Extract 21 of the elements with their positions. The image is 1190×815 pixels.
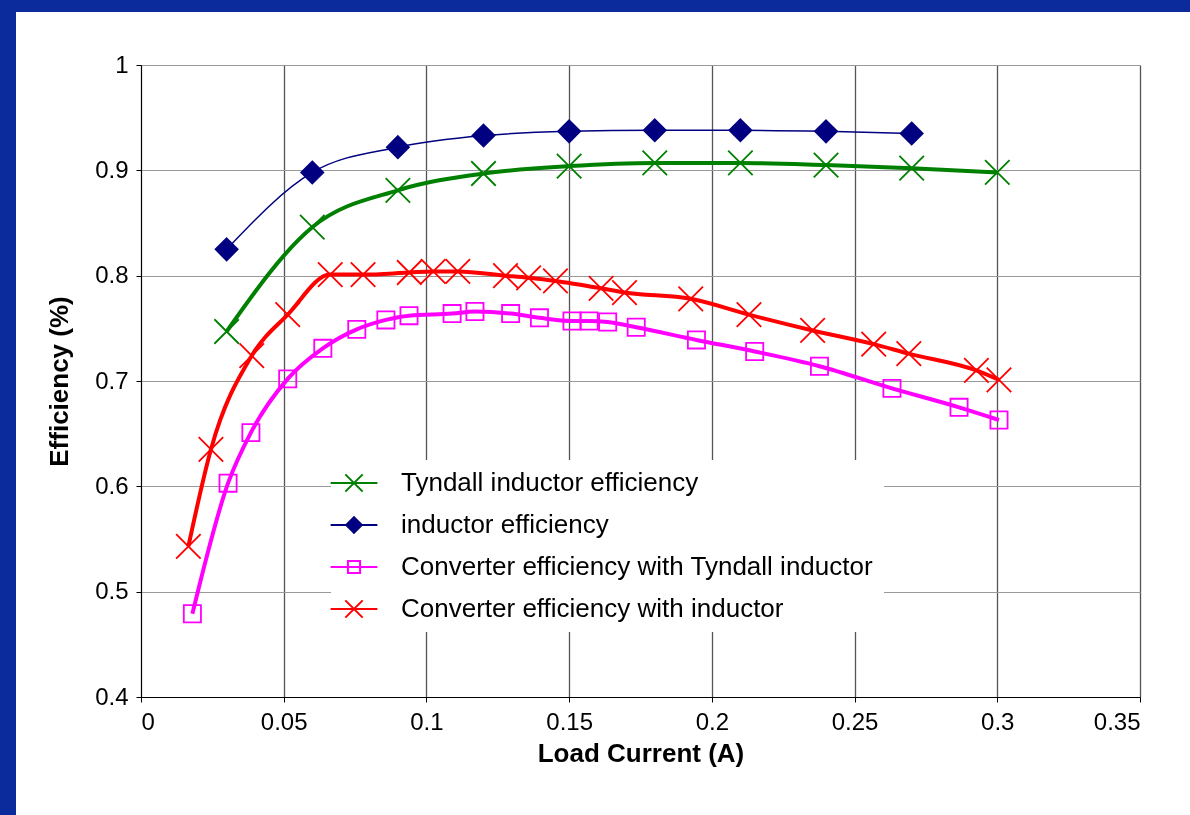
y-axis-title: Efficiency (%) [44, 296, 75, 467]
x-tick-label: 0 [141, 707, 155, 735]
y-tick-label: 0.5 [95, 577, 129, 605]
y-tick-label: 1 [115, 50, 129, 78]
legend-label: Converter efficiency with Tyndall inductor [401, 551, 873, 581]
x-tick-label: 0.35 [1093, 707, 1141, 735]
x-axis-title: Load Current (A) [537, 737, 745, 768]
y-tick-label: 0.9 [95, 155, 129, 183]
y-tick-label: 0.4 [95, 682, 129, 710]
x-tick-label: 0.2 [695, 707, 730, 735]
y-tick-label: 0.7 [95, 366, 129, 394]
x-tick-label: 0.1 [410, 707, 444, 735]
legend-label: Tyndall inductor efficiency [401, 467, 699, 497]
legend-label: inductor efficiency [401, 509, 609, 539]
x-tick-label: 0.05 [260, 707, 308, 735]
y-tick-label: 0.6 [95, 471, 129, 499]
y-tick-label: 0.8 [95, 261, 129, 289]
x-tick-label: 0.15 [546, 707, 593, 735]
x-tick-label: 0.3 [981, 707, 1015, 735]
legend-label: Converter efficiency with inductor [401, 593, 784, 623]
x-tick-label: 0.25 [831, 707, 879, 735]
